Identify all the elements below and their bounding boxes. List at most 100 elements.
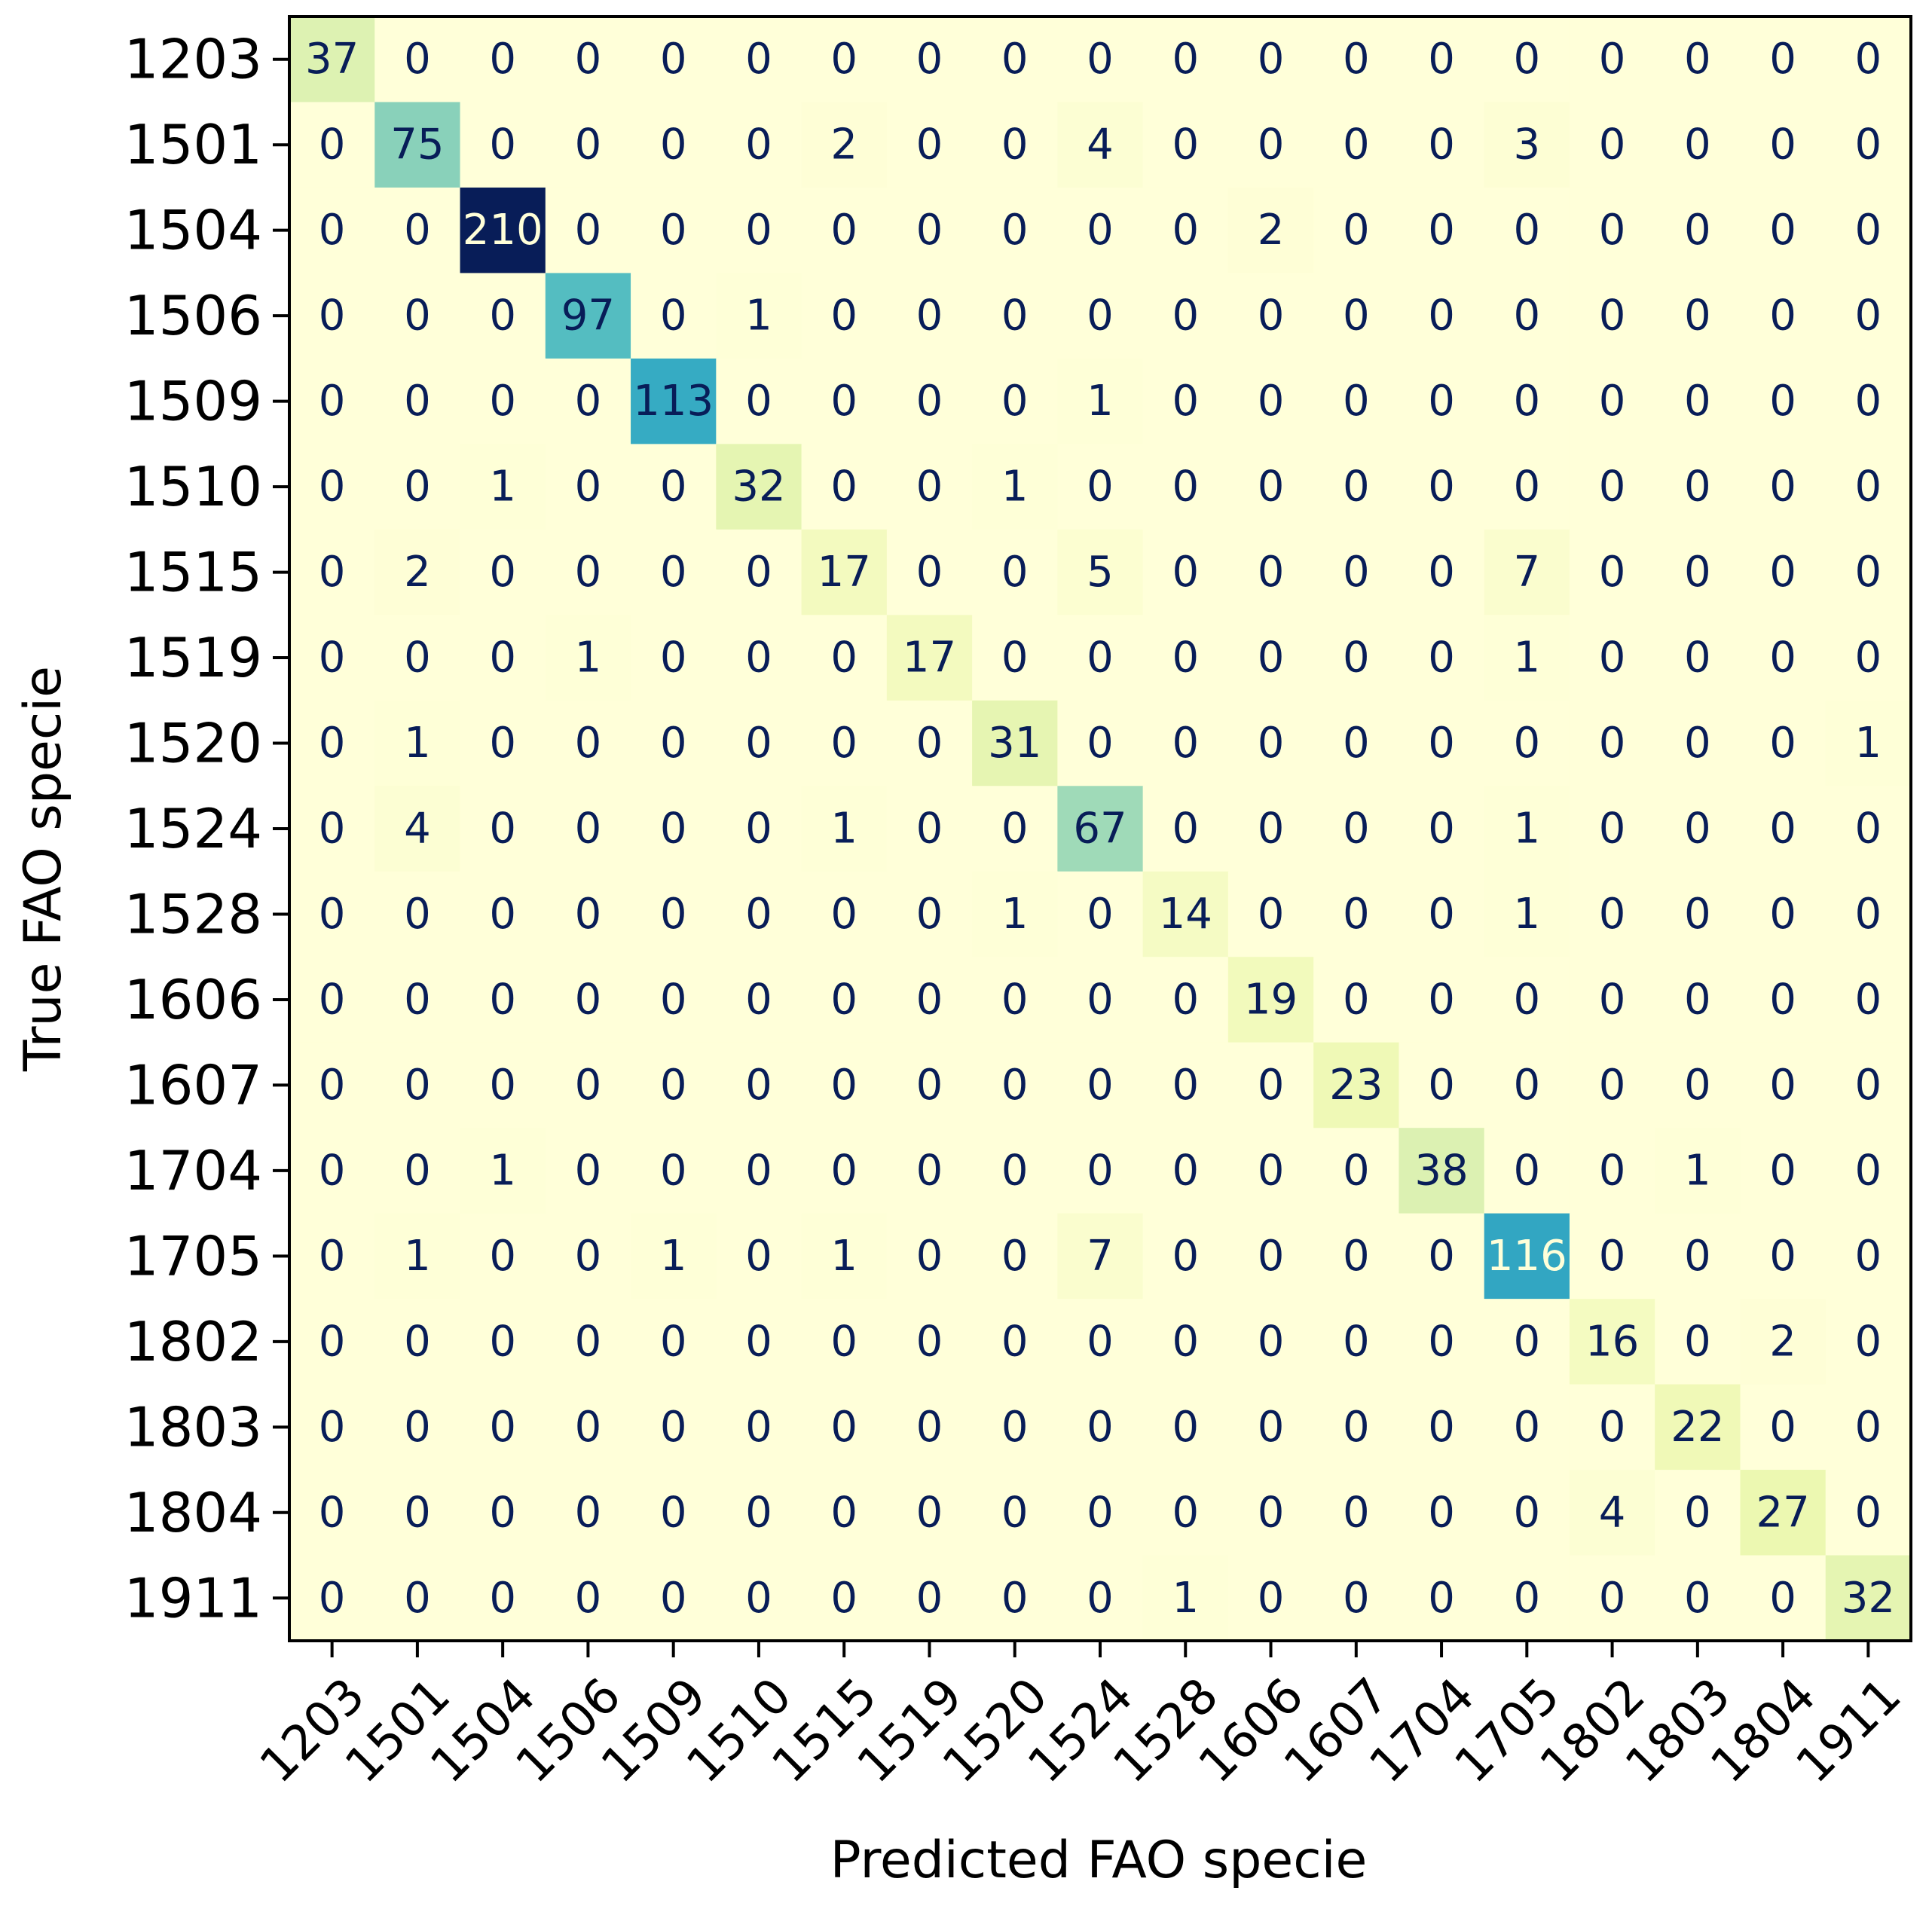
heatmap-cell: [886, 615, 973, 701]
cell-value-label: 0: [1258, 377, 1285, 426]
cell-value-label: 0: [1001, 206, 1029, 255]
heatmap-cell: [1740, 444, 1827, 530]
heatmap-cell: [1313, 358, 1400, 444]
cell-value-label: 0: [1001, 35, 1029, 84]
cell-value-label: 0: [1172, 805, 1199, 854]
cell-value-label: 0: [830, 1146, 857, 1195]
heatmap-cell: [1227, 1470, 1314, 1556]
cell-value-label: 0: [1428, 1061, 1455, 1110]
heatmap-cell: [1655, 1555, 1741, 1642]
cell-value-label: 7: [1087, 1232, 1114, 1281]
cell-value-label: 0: [404, 1146, 431, 1195]
heatmap-cell: [1655, 187, 1741, 274]
y-axis: 1203 1501 1504 1506 1509 1510 1515 1519 1520 1524…: [124, 28, 289, 1629]
heatmap-cell: [1057, 1555, 1144, 1642]
heatmap-cell: [1142, 529, 1229, 615]
cell-value-label: 0: [1258, 634, 1285, 683]
y-tick-label: 1803: [124, 1395, 262, 1458]
cell-value-label: 97: [561, 292, 615, 341]
heatmap-cell: [374, 273, 461, 359]
heatmap-cell: [801, 1470, 888, 1556]
cell-value-label: 1: [1684, 1146, 1711, 1195]
heatmap-cell: [631, 957, 717, 1043]
cell-value-label: 0: [575, 890, 602, 939]
heatmap-cell: [1399, 1128, 1485, 1214]
heatmap-cell: [1569, 786, 1655, 872]
cell-value-label: 32: [1842, 1574, 1895, 1623]
heatmap-cell: [1227, 358, 1314, 444]
heatmap-cell: [1313, 700, 1400, 786]
heatmap-cell: [1227, 444, 1314, 530]
cell-value-label: 0: [916, 1488, 943, 1537]
cell-value-label: 0: [1001, 1061, 1029, 1110]
y-axis-title: True FAO specie: [14, 666, 73, 1072]
cell-value-label: 0: [1513, 1574, 1540, 1623]
heatmap-cell: [1484, 1042, 1570, 1129]
cell-value-label: 0: [1599, 805, 1626, 854]
heatmap-cell: [972, 102, 1058, 188]
cell-value-label: 0: [1769, 1574, 1796, 1623]
heatmap-cell: [1313, 1299, 1400, 1385]
heatmap-cell: [374, 187, 461, 274]
cell-value-label: 5: [1087, 548, 1114, 597]
cell-value-label: 0: [1769, 719, 1796, 768]
cell-value-label: 0: [575, 206, 602, 255]
cell-value-label: 0: [1684, 890, 1711, 939]
y-tick-label: 1515: [124, 541, 262, 604]
cell-value-label: 0: [745, 121, 772, 170]
cell-value-label: 0: [1258, 35, 1285, 84]
cell-value-label: 0: [1855, 1146, 1882, 1195]
heatmap-cell: [1142, 957, 1229, 1043]
heatmap-cell: [801, 17, 888, 103]
heatmap-cell: [886, 871, 973, 958]
heatmap-cell: [374, 1384, 461, 1471]
heatmap-cell: [289, 1042, 375, 1129]
heatmap-cell: [1057, 187, 1144, 274]
cell-value-label: 0: [1258, 1061, 1285, 1110]
cell-value-label: 0: [1513, 1403, 1540, 1452]
heatmap-cell: [631, 1555, 717, 1642]
heatmap-cell: [1484, 1128, 1570, 1214]
cell-value-label: 4: [1087, 121, 1114, 170]
cell-value-label: 0: [575, 805, 602, 854]
heatmap-cell: [886, 1299, 973, 1385]
heatmap-cell: [972, 871, 1058, 958]
cell-value-label: 2: [830, 121, 857, 170]
cell-value-label: 0: [489, 1061, 516, 1110]
cell-value-label: 0: [575, 1061, 602, 1110]
cell-value-label: 0: [1001, 292, 1029, 341]
cell-value-label: 0: [1001, 1403, 1029, 1452]
cell-value-label: 0: [745, 1574, 772, 1623]
heatmap-cell: [631, 358, 717, 444]
heatmap-cell: [1057, 1213, 1144, 1300]
heatmap-cell: [1142, 1555, 1229, 1642]
cell-value-label: 0: [575, 1317, 602, 1366]
cell-value-label: 0: [1087, 463, 1114, 512]
heatmap-cell: [631, 444, 717, 530]
cell-value-label: 0: [830, 719, 857, 768]
cell-value-label: 0: [1172, 1317, 1199, 1366]
heatmap-cell: [374, 17, 461, 103]
cell-value-label: 0: [1258, 1317, 1285, 1366]
cell-value-label: 0: [1684, 35, 1711, 84]
cell-value-label: 0: [660, 206, 687, 255]
cell-value-label: 0: [404, 1574, 431, 1623]
heatmap-cell: [1057, 1299, 1144, 1385]
cell-value-label: 0: [1343, 206, 1370, 255]
heatmap-cell: [460, 1213, 546, 1300]
heatmap-cell: [1484, 273, 1570, 359]
cell-value-label: 0: [1087, 206, 1114, 255]
heatmap-cell: [886, 1213, 973, 1300]
heatmap-cell: [716, 1213, 802, 1300]
heatmap-cell: [1655, 1213, 1741, 1300]
heatmap-cell: [972, 1384, 1058, 1471]
heatmap-cell: [1399, 1213, 1485, 1300]
heatmap-cell: [631, 1299, 717, 1385]
cell-value-label: 0: [575, 1574, 602, 1623]
cell-value-label: 0: [1855, 1061, 1882, 1110]
heatmap-cell: [1825, 700, 1912, 786]
heatmap-cell: [1142, 1213, 1229, 1300]
heatmap-cell: [1569, 1213, 1655, 1300]
cell-value-label: 0: [1343, 975, 1370, 1024]
heatmap-cell: [631, 871, 717, 958]
